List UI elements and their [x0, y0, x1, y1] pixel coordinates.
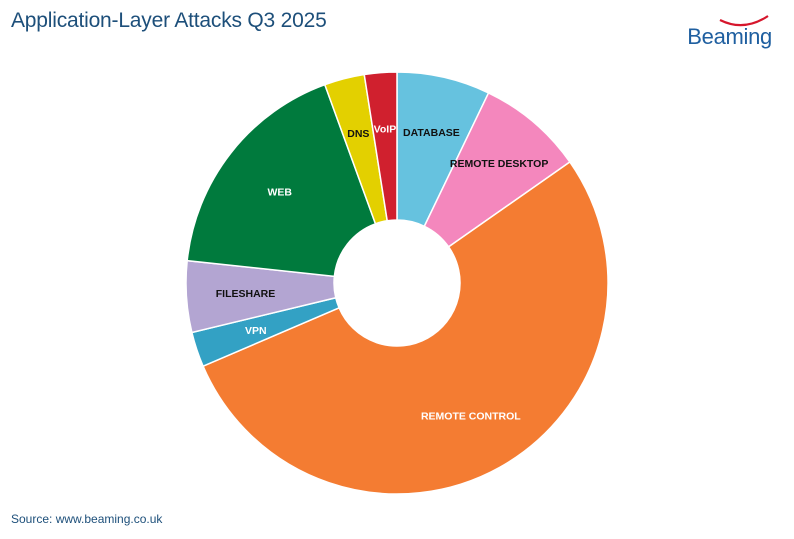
- slice-label-web: WEB: [268, 186, 293, 198]
- slice-label-database: DATABASE: [403, 127, 460, 139]
- logo-text: Beaming: [687, 24, 772, 49]
- slice-remote-control: [202, 160, 609, 495]
- slice-label-remote-desktop: REMOTE DESKTOP: [450, 158, 548, 170]
- slice-label-fileshare: FILESHARE: [216, 288, 276, 300]
- slice-label-dns: DNS: [347, 128, 369, 140]
- beaming-logo: Beaming: [682, 14, 772, 54]
- slice-label-remote-control: REMOTE CONTROL: [421, 411, 521, 423]
- logo-swoosh-icon: [719, 15, 769, 27]
- source-note: Source: www.beaming.co.uk: [11, 512, 163, 526]
- slice-label-vpn: VPN: [245, 325, 267, 337]
- chart-title: Application-Layer Attacks Q3 2025: [11, 9, 327, 32]
- slice-voip: [363, 71, 398, 222]
- slice-label-voip: VoIP: [374, 124, 397, 136]
- slice-web: [186, 83, 377, 278]
